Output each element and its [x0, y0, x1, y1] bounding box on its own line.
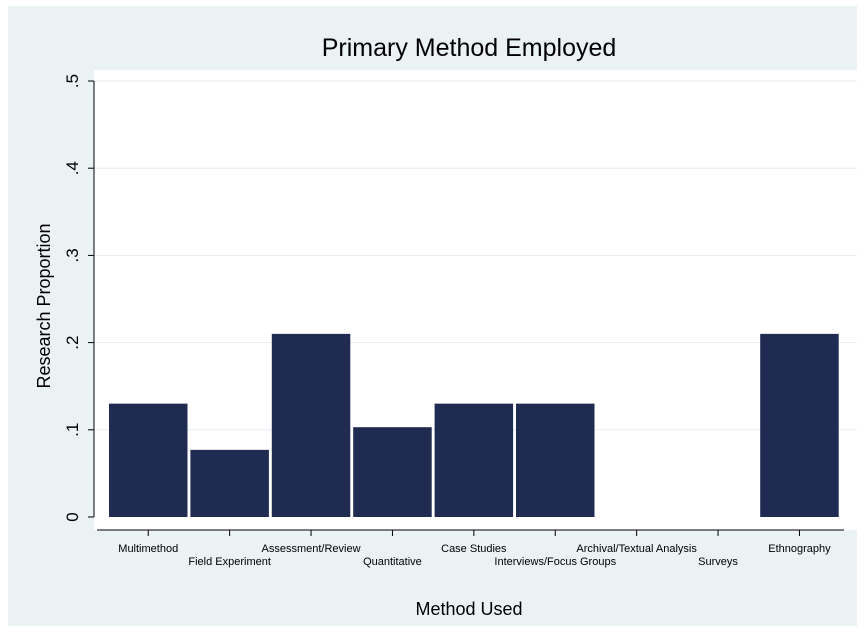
y-tick-label: .1: [63, 423, 82, 437]
x-tick-label: Multimethod: [118, 543, 178, 555]
bar: [434, 403, 514, 517]
bar: [109, 403, 188, 517]
chart-container: Primary Method Employed 0 .1 .2 .3 .4 .5 Mult…: [8, 6, 857, 626]
bar: [271, 333, 351, 517]
y-tick-label: 0: [63, 512, 82, 521]
x-axis-title: Method Used: [415, 599, 522, 619]
x-tick-label: Case Studies: [441, 543, 507, 555]
bar: [760, 333, 839, 517]
x-tick-label: Interviews/Focus Groups: [494, 556, 616, 568]
x-tick-label: Surveys: [698, 556, 738, 568]
x-tick-label: Quantitative: [363, 556, 422, 568]
y-axis-ticks: 0 .1 .2 .3 .4 .5: [63, 74, 94, 522]
y-tick-label: .4: [63, 161, 82, 175]
y-tick-label: .5: [63, 74, 82, 88]
bar: [190, 449, 269, 517]
x-tick-label: Archival/Textual Analysis: [576, 543, 697, 555]
x-tick-label: Field Experiment: [188, 556, 271, 568]
x-tick-label: Ethnography: [768, 543, 831, 555]
bar: [353, 427, 432, 517]
y-tick-label: .2: [63, 336, 82, 350]
y-tick-label: .3: [63, 248, 82, 262]
bar-chart: Primary Method Employed 0 .1 .2 .3 .4 .5 Mult…: [8, 6, 857, 626]
y-axis-title: Research Proportion: [34, 223, 54, 388]
x-axis-ticks: Multimethod Field ExperimentAssessment/Re…: [118, 530, 831, 568]
x-tick-label: Assessment/Review: [262, 543, 361, 555]
bar: [516, 403, 595, 517]
chart-title: Primary Method Employed: [322, 34, 617, 62]
bars: [109, 333, 839, 517]
